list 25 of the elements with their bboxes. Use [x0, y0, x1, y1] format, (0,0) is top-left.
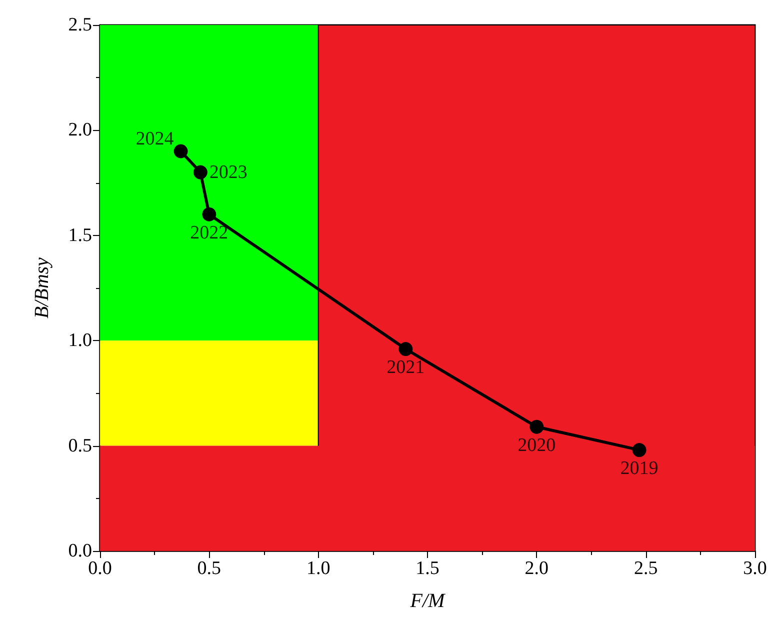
y-axis-title: B/Bmsy — [31, 257, 53, 319]
point — [632, 443, 646, 458]
x-axis-title: F/M — [409, 590, 446, 612]
x-tick-label: 1.0 — [306, 558, 330, 579]
point — [174, 144, 188, 158]
annotation: 2024 — [136, 128, 174, 150]
annotation: 2021 — [386, 357, 425, 378]
annotation: 2020 — [518, 434, 556, 456]
x-tick-label: 2.0 — [524, 558, 549, 579]
x-tick-label: 0.5 — [197, 558, 222, 579]
point — [398, 342, 413, 356]
y-tick-label: 2.5 — [68, 14, 92, 36]
annotation: 2019 — [620, 458, 658, 480]
y-tick-label: 1.0 — [68, 330, 92, 352]
annotation: 2022 — [190, 222, 228, 244]
x-tick-label: 1.5 — [416, 558, 440, 579]
y-tick-label: 0.5 — [68, 435, 92, 456]
point — [530, 420, 544, 434]
point — [193, 165, 208, 180]
x-tick-label: 2.5 — [634, 558, 658, 579]
annotation: 2023 — [209, 162, 248, 183]
y-tick-label: 2.0 — [68, 120, 92, 141]
x-tick-label: 3.0 — [743, 558, 767, 579]
point — [202, 207, 216, 222]
y-tick-label: 1.5 — [68, 224, 92, 246]
